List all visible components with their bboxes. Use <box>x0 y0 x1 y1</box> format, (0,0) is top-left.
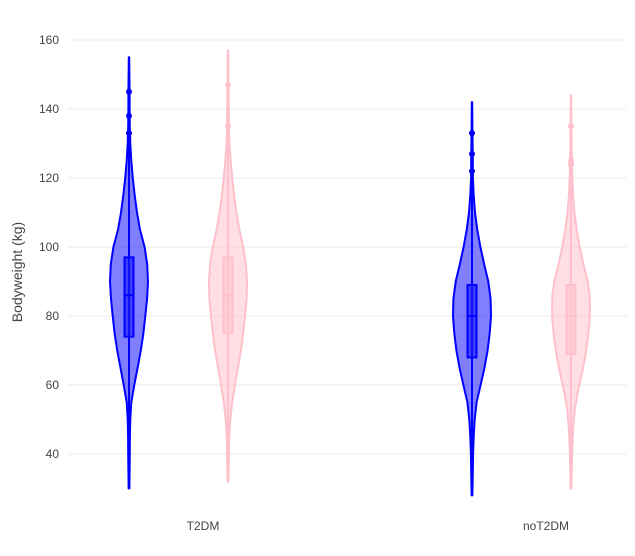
x-tick-label: T2DM <box>187 519 220 533</box>
y-tick-label: 140 <box>39 102 59 116</box>
x-axis-ticks: T2DM noT2DM <box>187 519 569 533</box>
y-tick-label: 40 <box>46 447 60 461</box>
violin-noT2DM-series-1 <box>551 94 591 490</box>
violin-T2DM-series-0 <box>109 56 149 490</box>
violin-T2DM-series-1 <box>208 49 248 483</box>
y-tick-label: 80 <box>46 309 60 323</box>
y-tick-label: 60 <box>46 378 60 392</box>
y-tick-label: 120 <box>39 171 59 185</box>
x-tick-label: noT2DM <box>523 519 569 533</box>
y-tick-label: 160 <box>39 33 59 47</box>
violin-noT2DM-series-0 <box>452 101 492 497</box>
violins <box>109 49 591 497</box>
y-tick-label: 100 <box>39 240 59 254</box>
grid-lines <box>68 39 627 455</box>
y-axis-ticks: 40 60 80 100 120 140 160 <box>39 33 59 461</box>
y-axis-title: Bodyweight (kg) <box>9 222 25 322</box>
